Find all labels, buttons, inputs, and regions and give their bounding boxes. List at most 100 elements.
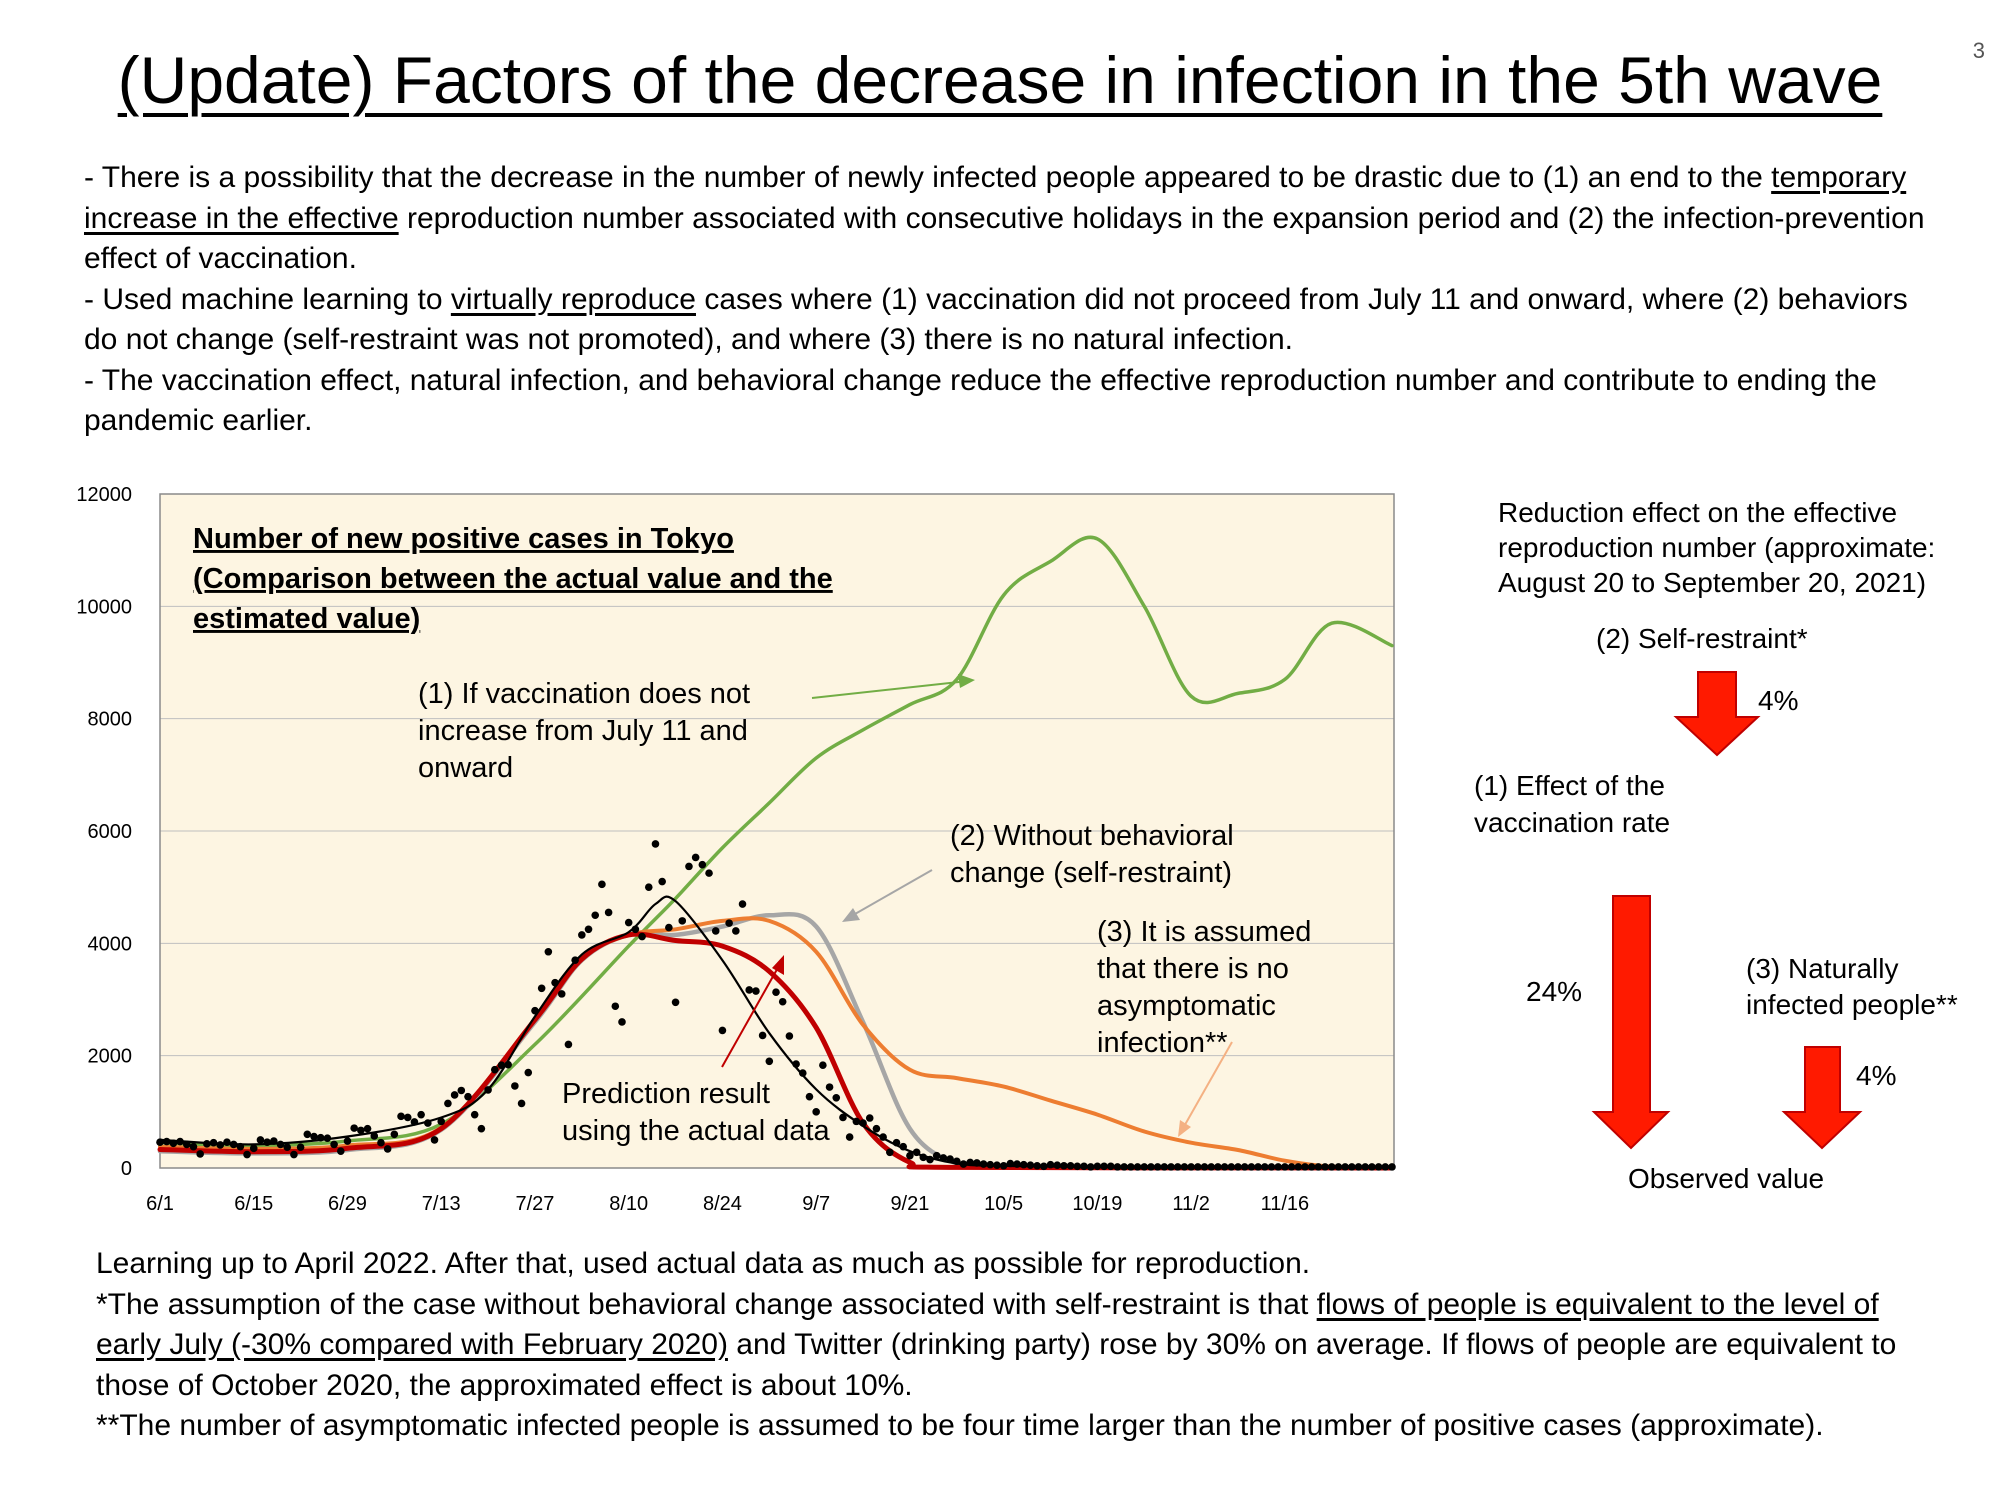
daily-data-point [537,984,546,993]
daily-data-point [196,1150,204,1158]
daily-data-point [959,1160,968,1168]
daily-data-point [571,956,579,964]
slide-title: (Update) Factors of the decrease in infe… [117,43,1883,117]
vaccination-label-1: (1) Effect of the [1474,770,1665,801]
annotation-no-behavior-change-2: change (self-restraint) [950,857,1232,889]
daily-data-point [1214,1163,1222,1171]
natural-label-2: infected people** [1746,989,1958,1020]
x-tick-label: 10/19 [1072,1193,1122,1215]
daily-data-point [859,1119,867,1127]
daily-data-point [611,1002,620,1011]
daily-data-point [1354,1163,1363,1171]
daily-data-point [1187,1163,1195,1171]
daily-data-point [531,1006,539,1015]
daily-data-point [926,1155,934,1164]
daily-data-point [638,932,646,941]
daily-data-point [725,919,733,927]
x-tick-label: 8/10 [609,1193,648,1215]
bullet-1-underlined: temporary increase in the effective [84,161,1907,235]
annotation-arrowhead-red [772,955,784,975]
x-tick-label: 10/5 [984,1193,1023,1215]
daily-data-point [919,1153,928,1162]
daily-data-point [263,1138,271,1146]
daily-data-point [1113,1163,1122,1171]
x-tick-label: 8/24 [703,1193,742,1215]
daily-data-point [1240,1163,1249,1171]
daily-data-point [1321,1163,1329,1171]
daily-data-point [182,1140,191,1149]
annotation-arrow-red [721,963,781,1068]
daily-data-point [424,1119,432,1127]
daily-data-point [1080,1162,1088,1171]
daily-data-point [591,911,600,920]
observed-value-label: Observed value [1628,1163,1824,1194]
daily-data-point [1153,1163,1162,1171]
bullet-2-text-a: - Used machine learning to [84,282,451,316]
y-tick-label: 10000 [76,596,132,618]
daily-data-point [1294,1163,1303,1171]
daily-data-point [330,1140,338,1149]
daily-data-point [752,987,760,995]
vaccination-label-2: vaccination rate [1474,807,1670,838]
annotation-no-asymptomatic-2: that there is no [1097,953,1289,985]
daily-data-point [839,1113,847,1122]
daily-data-point [444,1099,452,1108]
daily-data-point [377,1138,385,1147]
annotation-no-asymptomatic-1: (3) It is assumed [1097,916,1311,948]
daily-data-point [865,1114,874,1122]
annotation-no-vaccination-1: (1) If vaccination does not [418,678,750,710]
footer-note-1-underlined: flows of people is equivalent to the lev… [96,1287,1879,1362]
x-tick-label: 7/13 [422,1193,461,1215]
daily-data-point [310,1132,318,1141]
daily-data-point [229,1140,238,1149]
daily-data-point [1006,1159,1015,1168]
daily-data-point [403,1113,412,1122]
daily-data-point [832,1093,841,1102]
daily-data-point [665,923,673,932]
daily-data-point [966,1158,974,1167]
daily-data-point [1106,1162,1115,1171]
daily-data-point [243,1150,251,1159]
daily-data-point [624,918,633,927]
x-tick-label: 11/16 [1261,1193,1310,1215]
daily-data-point [1026,1161,1035,1169]
bullet-1-text-b: reproduction number associated with cons… [84,201,1925,276]
footer-line-1: Learning up to April 2022. After that, u… [96,1247,1311,1280]
daily-data-point [691,853,700,862]
daily-data-point [1040,1162,1048,1171]
daily-data-point [1033,1161,1041,1170]
annotation-arrowhead-green [958,674,975,688]
bullet-list: - There is a possibility that the decrea… [84,158,1934,442]
daily-data-point [1147,1163,1155,1171]
daily-data-point [765,1057,774,1066]
annotation-no-vaccination-3: onward [418,752,513,784]
daily-data-point [698,860,707,869]
daily-data-point [584,925,593,934]
daily-data-point [1334,1163,1343,1171]
daily-data-point [296,1143,305,1152]
daily-data-point [203,1140,211,1148]
daily-data-point [772,988,780,996]
daily-data-point [892,1138,901,1147]
daily-data-point [504,1060,512,1069]
daily-data-point [705,869,713,877]
annotation-prediction-2: using the actual data [562,1115,831,1147]
daily-data-point [1267,1163,1276,1171]
footer-note-1-text-b: and Twitter (drinking party) rose by 30%… [96,1328,1897,1402]
self-restraint-arrow [1673,671,1761,757]
daily-data-point [758,1031,767,1040]
daily-data-point [631,925,640,934]
daily-data-point [993,1161,1001,1169]
daily-data-point [658,877,666,886]
gridlines [160,605,1394,1057]
x-tick-label: 6/1 [146,1193,174,1215]
daily-data-point [484,1086,492,1094]
daily-data-point [1274,1163,1282,1171]
daily-data-point [1086,1163,1095,1171]
daily-data-point [952,1157,961,1166]
daily-data-point [370,1132,379,1140]
daily-data-point [343,1137,352,1145]
daily-data-point [470,1110,479,1119]
daily-data-point [564,1040,573,1049]
daily-data-point [457,1086,466,1095]
